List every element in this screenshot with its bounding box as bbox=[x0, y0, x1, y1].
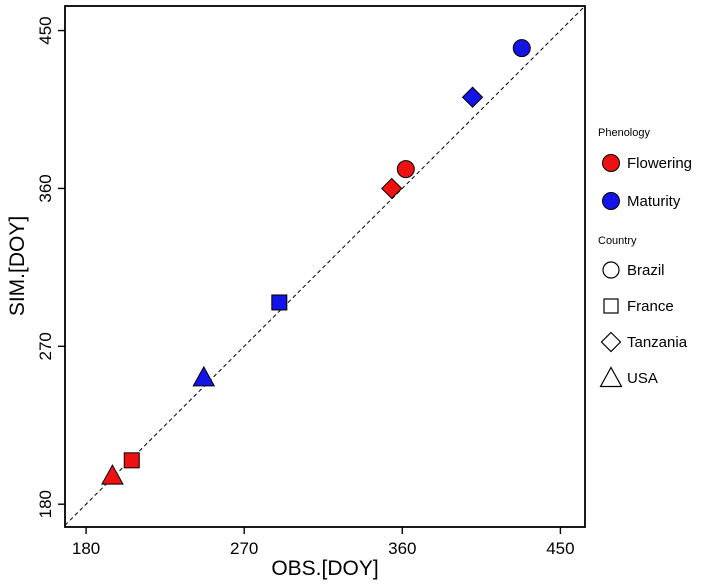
y-tick-label: 450 bbox=[36, 16, 55, 44]
legend: Phenology Flowering Maturity Country bbox=[598, 126, 692, 396]
legend-item-tanzania: Tanzania bbox=[598, 324, 692, 360]
x-tick-label: 270 bbox=[230, 539, 258, 558]
open-triangle-icon bbox=[599, 366, 623, 388]
legend-item-label: Flowering bbox=[627, 154, 693, 172]
data-point-maturity-usa bbox=[192, 365, 216, 387]
legend-section-phenology: Phenology Flowering Maturity bbox=[598, 126, 692, 220]
data-point-maturity-tanzania bbox=[461, 86, 484, 108]
legend-item-france: France bbox=[598, 288, 692, 324]
legend-item-brazil: Brazil bbox=[598, 252, 692, 288]
open-diamond-icon bbox=[600, 331, 622, 353]
legend-item-label: France bbox=[627, 297, 674, 315]
legend-item-usa: USA bbox=[598, 360, 692, 396]
y-axis-title: SIM.[DOY] bbox=[6, 216, 29, 316]
open-square-icon bbox=[603, 298, 619, 314]
y-tick-label: 180 bbox=[36, 490, 55, 518]
data-point-maturity-france bbox=[271, 294, 288, 311]
legend-title-country: Country bbox=[598, 235, 637, 247]
x-tick-label: 450 bbox=[546, 539, 574, 558]
y-tick-label: 270 bbox=[36, 332, 55, 360]
x-axis-title: OBS.[DOY] bbox=[271, 557, 378, 580]
legend-item-label: USA bbox=[627, 369, 658, 387]
plot-panel: 180 270 360 450 180 270 360 450 bbox=[36, 5, 586, 558]
identity-line bbox=[64, 5, 586, 526]
legend-item-label: Tanzania bbox=[627, 333, 688, 351]
x-tick-label: 180 bbox=[72, 539, 100, 558]
y-tick-label: 360 bbox=[36, 174, 55, 202]
x-tick-label: 360 bbox=[388, 539, 416, 558]
data-point-flowering-tanzania bbox=[381, 177, 403, 200]
data-point-maturity-brazil bbox=[512, 39, 531, 58]
legend-section-country: Country Brazil France Tanzania bbox=[598, 234, 692, 396]
data-point-flowering-france bbox=[123, 452, 140, 469]
open-circle-icon bbox=[602, 261, 620, 279]
legend-item-label: Maturity bbox=[627, 192, 681, 210]
legend-item-maturity: Maturity bbox=[598, 182, 692, 220]
legend-title-phenology: Phenology bbox=[598, 127, 650, 139]
maturity-circle-icon bbox=[602, 192, 620, 210]
legend-item-label: Brazil bbox=[627, 261, 665, 279]
data-point-flowering-usa bbox=[101, 464, 124, 485]
legend-item-flowering: Flowering bbox=[598, 144, 692, 182]
flowering-circle-icon bbox=[602, 154, 620, 172]
data-point-flowering-brazil bbox=[396, 160, 415, 179]
